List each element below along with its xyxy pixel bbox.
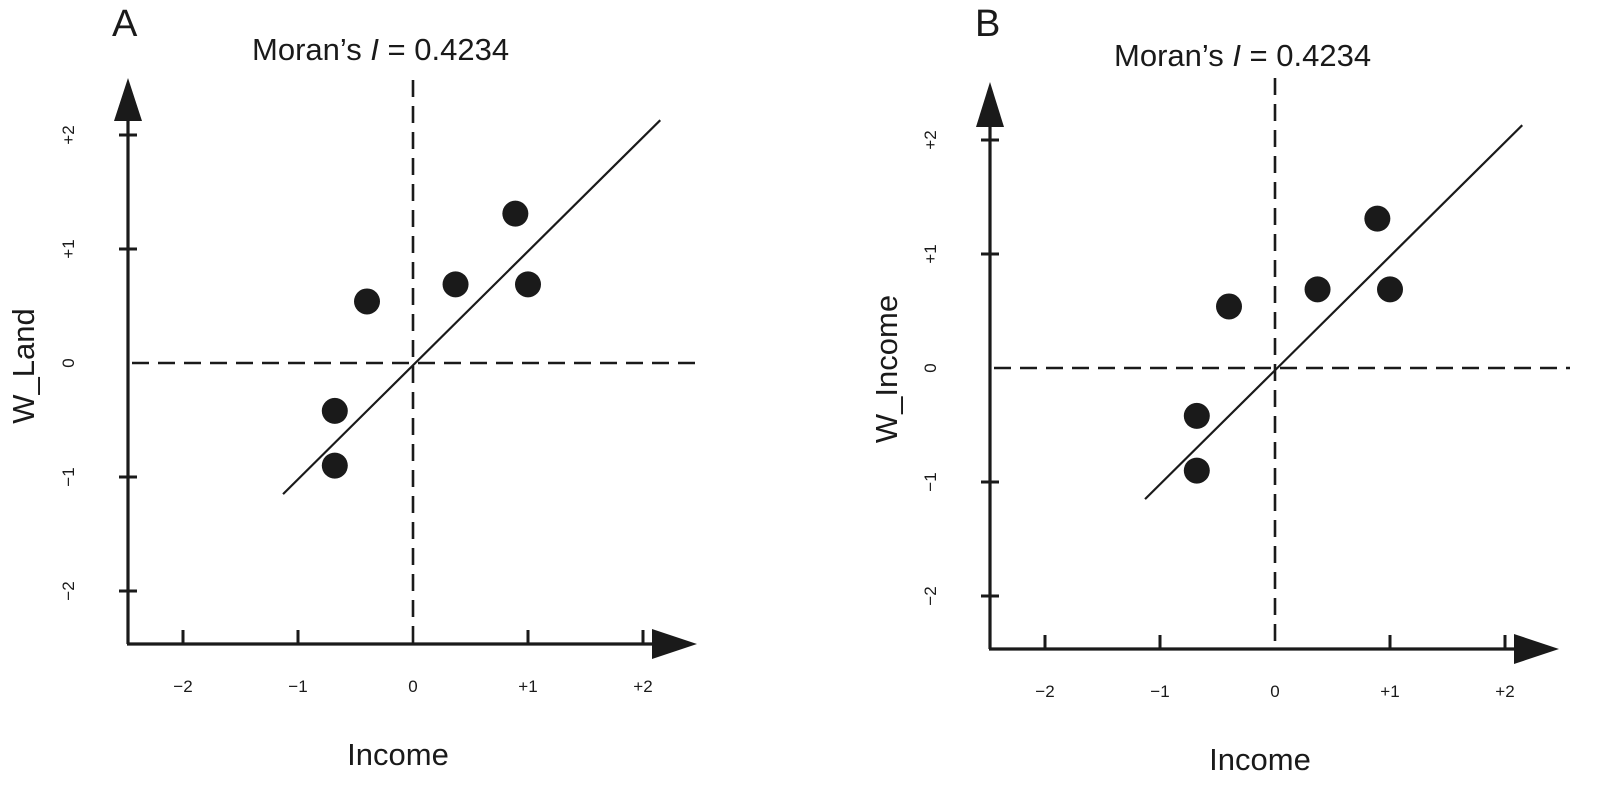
y-tick-label: 0	[921, 363, 940, 372]
y-tick-label: +1	[59, 239, 78, 258]
reference-lines	[994, 78, 1570, 649]
y-axis-arrow-icon	[114, 78, 142, 121]
data-point	[515, 271, 541, 298]
y-tick-label: −1	[921, 472, 940, 491]
data-point	[1364, 205, 1391, 232]
x-tick-label: −2	[1035, 682, 1054, 701]
y-axis-title: W_Income	[869, 295, 904, 443]
regression-line	[282, 119, 662, 495]
chart-title: Moran’s I = 0.4234	[1114, 38, 1371, 73]
x-tick-label: +1	[1380, 682, 1399, 701]
data-points	[321, 200, 541, 479]
x-tick-label: −1	[288, 677, 307, 696]
y-axis-title: W_Land	[6, 308, 41, 423]
y-tick-label: +2	[921, 130, 940, 149]
reference-lines	[132, 80, 700, 644]
y-tick-label: 0	[59, 358, 78, 367]
chart-panel-a: A Moran’s I = 0.4234 −2 −1 0 +1 +2 −2 −1 0 +1 +2 …	[6, 3, 700, 772]
x-tick-label: 0	[1270, 682, 1279, 701]
data-point	[1183, 457, 1210, 484]
regression-line-group	[282, 119, 662, 495]
y-tick-label: +1	[921, 244, 940, 263]
tick-marks: −2 −1 0 +1 +2 −2 −1 0 +1 +2	[921, 130, 1515, 701]
x-axis-arrow-icon	[652, 629, 697, 659]
x-tick-label: 0	[408, 677, 417, 696]
y-tick-label: +2	[59, 125, 78, 144]
axes	[114, 78, 697, 659]
scatter-plot-a: A Moran’s I = 0.4234 −2 −1 0 +1 +2−2−10+1+2 …	[6, 3, 700, 772]
data-point	[321, 397, 348, 424]
chart-title: Moran’s I = 0.4234	[252, 32, 509, 67]
x-tick-label: +2	[1495, 682, 1514, 701]
data-point	[1377, 276, 1403, 303]
regression-line-group	[1144, 124, 1524, 500]
scatter-plot-b: B Moran’s I = 0.4234 −2 −1 0 +1 +2−2−10+1+2 …	[869, 3, 1570, 777]
x-tick-label: +1	[518, 677, 537, 696]
tick-marks: −2 −1 0 +1 +2 −2 −1 0 +1 +2	[59, 125, 653, 696]
panel-label: B	[975, 3, 1000, 45]
data-point	[502, 200, 529, 227]
data-point	[1183, 402, 1210, 429]
data-point	[321, 452, 348, 479]
x-tick-label: −2	[173, 677, 192, 696]
panel-label: A	[112, 3, 138, 45]
x-tick-label: −1	[1150, 682, 1169, 701]
chart-panel-b: B Moran’s I = 0.4234 −2 −1 0 +1 +2 −2 −1 0 +1 +2 …	[802, 0, 1604, 793]
data-point	[1216, 293, 1242, 320]
data-point	[442, 271, 469, 298]
x-axis-title: Income	[347, 737, 449, 772]
y-tick-label: −2	[921, 586, 940, 605]
x-axis-title: Income	[1209, 742, 1311, 777]
y-tick-label: −1	[59, 467, 78, 486]
data-point	[354, 288, 380, 315]
data-point	[1304, 276, 1331, 303]
y-tick-label: −2	[59, 581, 78, 600]
data-points	[1183, 205, 1403, 484]
y-axis-arrow-icon	[976, 82, 1004, 127]
x-tick-label: +2	[633, 677, 652, 696]
axes	[976, 82, 1559, 664]
x-axis-arrow-icon	[1514, 634, 1559, 664]
regression-line	[1144, 124, 1524, 500]
